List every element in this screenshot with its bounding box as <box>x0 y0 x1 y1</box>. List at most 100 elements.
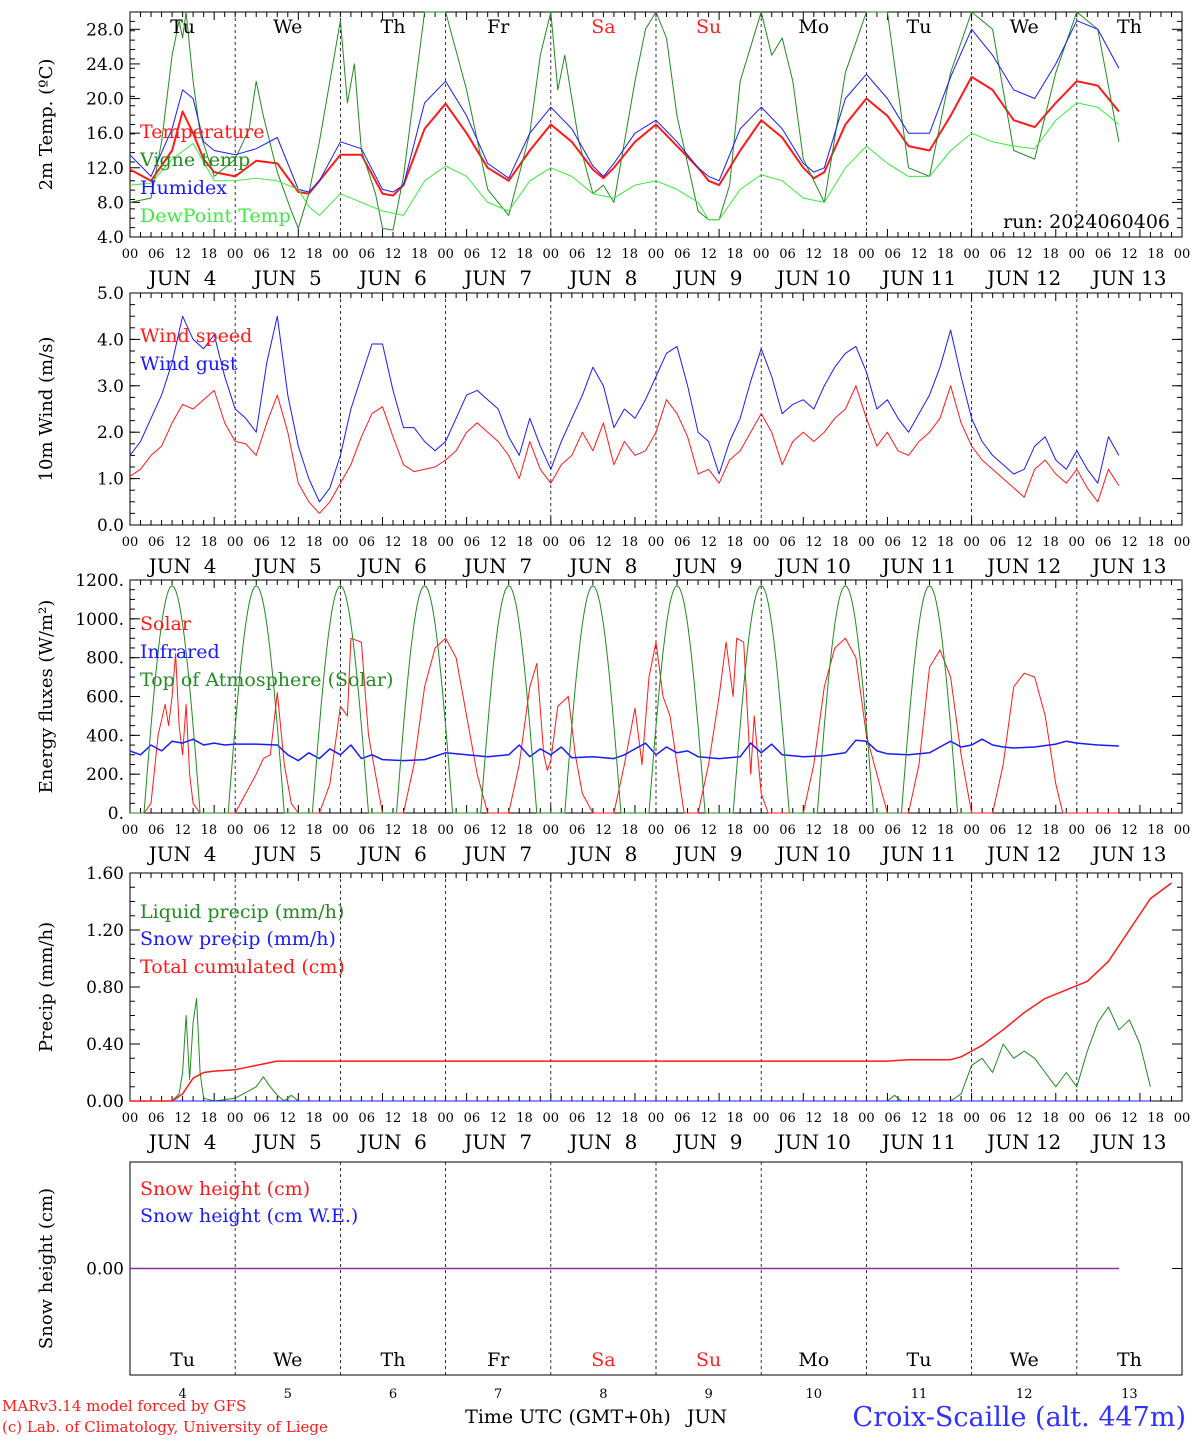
y-tick-label: 4.0 <box>97 330 124 350</box>
y-tick-label: 1.60 <box>86 864 124 884</box>
hour-tick-label: 06 <box>1095 823 1112 838</box>
day-number-label: 6 <box>389 1387 397 1402</box>
hour-tick-label: 18 <box>201 1111 218 1126</box>
hour-tick-label: 12 <box>806 823 823 838</box>
date-label: JUN 12 <box>985 842 1061 866</box>
date-label: JUN 8 <box>567 1130 637 1154</box>
legend-entry: Wind speed <box>140 325 252 347</box>
hour-tick-label: 12 <box>1016 247 1033 262</box>
hour-tick-label: 18 <box>832 535 849 550</box>
hour-tick-label: 12 <box>385 1111 402 1126</box>
hour-tick-label: 00 <box>753 247 770 262</box>
series-line <box>129 20 1120 193</box>
hour-tick-label: 18 <box>201 823 218 838</box>
hour-tick-label: 06 <box>884 823 901 838</box>
weekday-label: Fr <box>487 1349 510 1371</box>
hour-tick-label: 12 <box>1016 535 1033 550</box>
hour-tick-label: 00 <box>1174 535 1191 550</box>
date-label: JUN 13 <box>1090 266 1166 290</box>
y-axis-label: Energy fluxes (W/m²) <box>36 600 57 794</box>
hour-tick-label: 18 <box>1042 535 1059 550</box>
hour-tick-label: 12 <box>385 247 402 262</box>
y-tick-label: 200. <box>86 765 124 785</box>
hour-tick-label: 00 <box>122 1111 139 1126</box>
hour-tick-label: 18 <box>1147 823 1164 838</box>
hour-tick-label: 00 <box>858 247 875 262</box>
hour-tick-label: 18 <box>411 247 428 262</box>
day-number-label: 5 <box>284 1387 292 1402</box>
hour-tick-label: 06 <box>990 1111 1007 1126</box>
hour-tick-label: 18 <box>411 535 428 550</box>
date-label: JUN 5 <box>252 842 322 866</box>
hour-tick-label: 00 <box>648 1111 665 1126</box>
date-label: JUN 5 <box>252 554 322 578</box>
date-label: JUN 7 <box>462 266 532 290</box>
y-tick-label: 1200. <box>75 571 124 591</box>
day-number-label: 12 <box>1016 1387 1033 1402</box>
weekday-label: We <box>1010 16 1039 38</box>
day-number-label: 4 <box>178 1387 186 1402</box>
hour-tick-label: 18 <box>201 247 218 262</box>
date-label: JUN 9 <box>673 842 743 866</box>
y-tick-label: 600. <box>86 688 124 708</box>
hour-tick-label: 06 <box>779 247 796 262</box>
y-tick-label: 0.0 <box>97 516 124 536</box>
weekday-label: Th <box>381 16 406 38</box>
y-tick-label: 800. <box>86 649 124 669</box>
hour-tick-label: 00 <box>1174 823 1191 838</box>
hour-tick-label: 12 <box>1016 823 1033 838</box>
date-label: JUN 12 <box>985 266 1061 290</box>
hour-tick-label: 18 <box>1042 1111 1059 1126</box>
y-axis-label: Snow height (cm) <box>36 1188 57 1349</box>
hour-tick-label: 06 <box>358 247 375 262</box>
hour-tick-label: 18 <box>832 823 849 838</box>
date-label: JUN 9 <box>673 266 743 290</box>
hour-tick-label: 06 <box>779 823 796 838</box>
hour-tick-label: 06 <box>464 1111 481 1126</box>
date-label: JUN 7 <box>462 842 532 866</box>
hour-tick-label: 00 <box>437 823 454 838</box>
legend-entry: Infrared <box>140 641 220 663</box>
footer-model-credit: MARv3.14 model forced by GFS <box>2 1397 247 1415</box>
hour-tick-label: 00 <box>1069 1111 1086 1126</box>
hour-tick-label: 06 <box>779 1111 796 1126</box>
date-label: JUN 11 <box>880 842 956 866</box>
hour-tick-label: 18 <box>411 1111 428 1126</box>
panel-2 <box>129 292 1183 526</box>
legend-entry: DewPoint Temp <box>140 205 291 227</box>
y-tick-label: 0.40 <box>86 1035 124 1055</box>
hour-tick-label: 06 <box>990 247 1007 262</box>
hour-tick-label: 18 <box>1042 823 1059 838</box>
hour-tick-label: 12 <box>490 823 507 838</box>
x-axis-month: JUN <box>685 1406 727 1428</box>
date-label: JUN 6 <box>357 1130 427 1154</box>
date-label: JUN 10 <box>775 842 851 866</box>
hour-tick-label: 00 <box>753 535 770 550</box>
date-label: JUN 10 <box>775 1130 851 1154</box>
legend-entry: Top of Atmosphere (Solar) <box>140 669 393 691</box>
y-tick-label: 1.20 <box>86 921 124 941</box>
hour-tick-label: 06 <box>464 535 481 550</box>
day-number-label: 8 <box>599 1387 607 1402</box>
day-number-label: 11 <box>911 1387 928 1402</box>
hour-tick-label: 12 <box>174 1111 191 1126</box>
series-line <box>130 882 1172 1102</box>
weekday-label: Tu <box>907 16 932 38</box>
hour-tick-label: 00 <box>963 823 980 838</box>
hour-tick-label: 12 <box>280 823 297 838</box>
hour-tick-label: 18 <box>727 823 744 838</box>
footer-copyright: (c) Lab. of Climatology, University of L… <box>2 1418 328 1436</box>
y-tick-label: 20.0 <box>86 90 124 110</box>
hour-tick-label: 18 <box>1147 247 1164 262</box>
date-label: JUN 11 <box>880 266 956 290</box>
hour-tick-label: 00 <box>332 535 349 550</box>
weekday-label: We <box>273 16 302 38</box>
hour-tick-label: 12 <box>595 535 612 550</box>
legend-entry: Snow precip (mm/h) <box>140 928 336 950</box>
date-label: JUN 11 <box>880 554 956 578</box>
hour-tick-label: 18 <box>621 823 638 838</box>
hour-tick-label: 12 <box>911 535 928 550</box>
hour-tick-label: 12 <box>700 823 717 838</box>
hour-tick-label: 06 <box>148 247 165 262</box>
